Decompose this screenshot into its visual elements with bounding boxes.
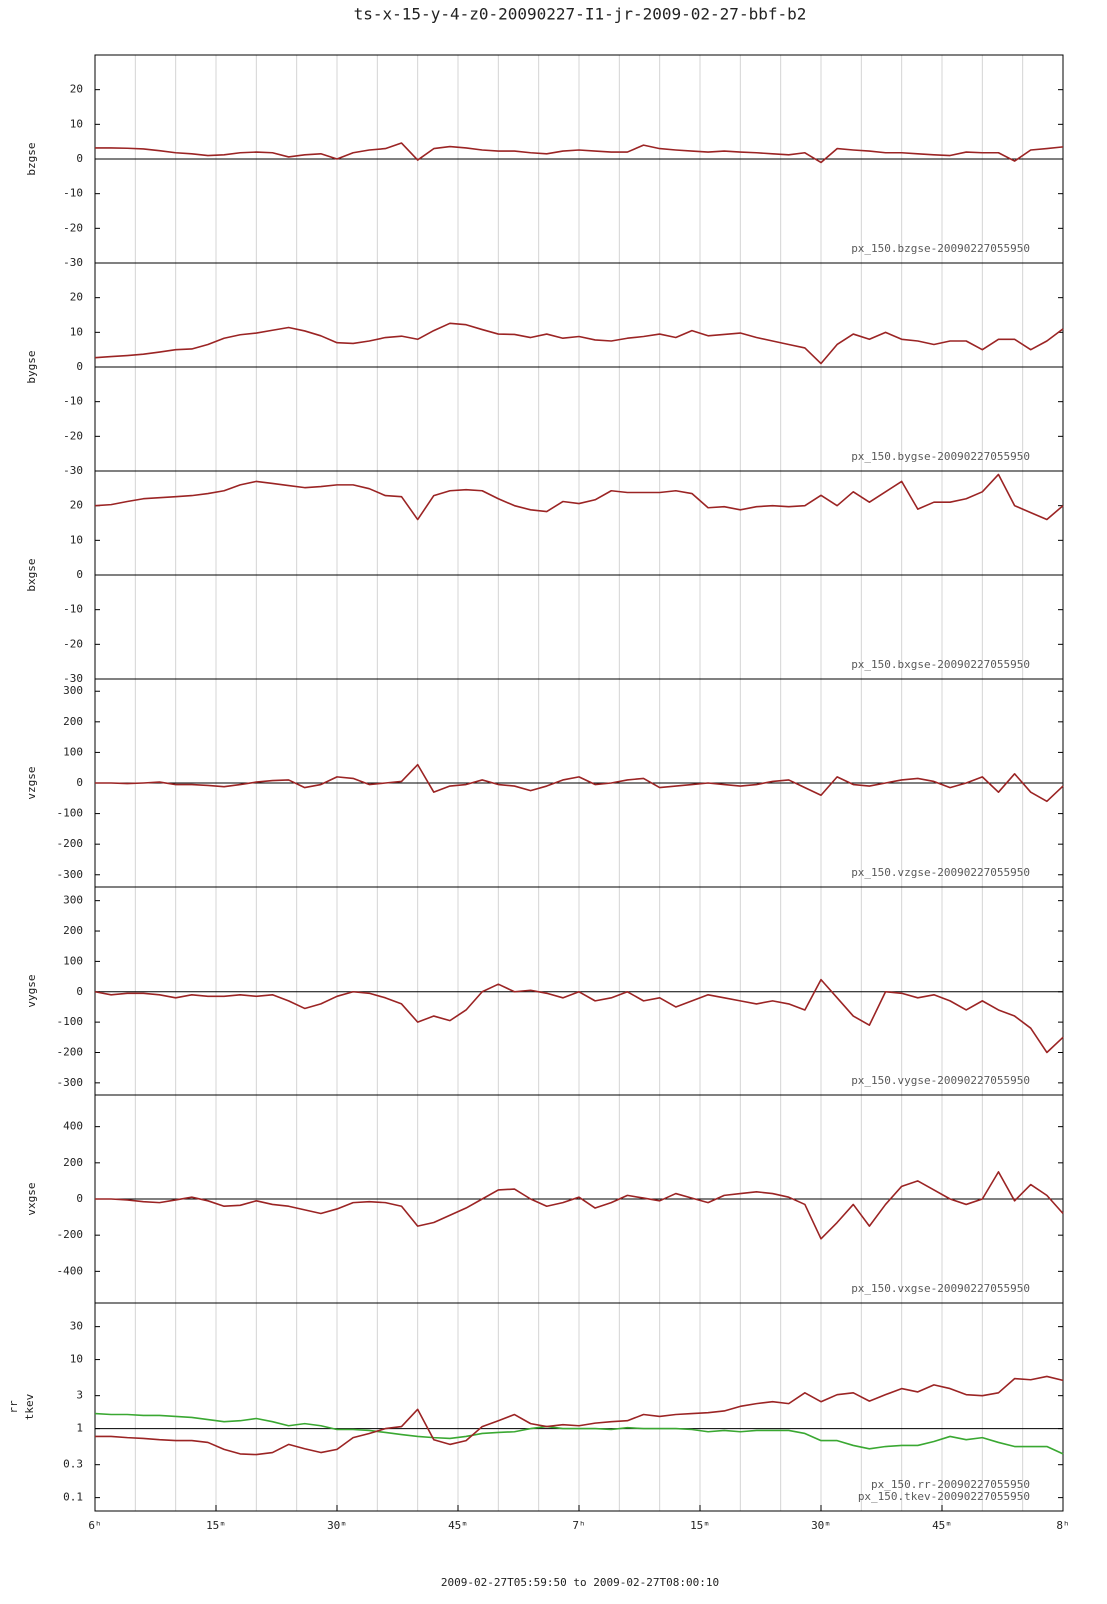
- series-line: [94, 978, 1064, 1054]
- y-tick-label: -10: [63, 603, 83, 616]
- legend-label: px_150.bzgse-20090227055950: [851, 242, 1030, 255]
- y-axis-label: vzgse: [25, 766, 38, 799]
- series-line: [95, 1171, 1064, 1240]
- y-axis-label: bxgse: [25, 558, 38, 591]
- series-line: [94, 473, 1064, 521]
- y-tick-label: -20: [63, 429, 83, 442]
- y-tick-label: -10: [63, 395, 83, 408]
- x-tick-label: 15ᵐ: [206, 1519, 226, 1532]
- y-axis-label: bzgse: [25, 142, 38, 175]
- chart-title: ts-x-15-y-4-z0-20090227-I1-jr-2009-02-27…: [354, 5, 807, 24]
- y-tick-label: 100: [63, 745, 83, 758]
- series-line: [95, 763, 1064, 803]
- y-tick-label: -20: [63, 221, 83, 234]
- legend-label: px_150.tkev-20090227055950: [858, 1490, 1030, 1503]
- legend-label: px_150.bygse-20090227055950: [851, 450, 1030, 463]
- y-tick-label: 0: [76, 568, 83, 581]
- y-tick-label: -400: [57, 1264, 84, 1277]
- y-tick-label: 0: [76, 985, 83, 998]
- y-tick-label: 20: [70, 499, 83, 512]
- y-tick-label: -30: [63, 672, 83, 685]
- x-tick-label: 30ᵐ: [327, 1519, 347, 1532]
- x-axis-label: 2009-02-27T05:59:50 to 2009-02-27T08:00:…: [441, 1576, 719, 1589]
- y-tick-label: 20: [70, 83, 83, 96]
- legend-label: px_150.vzgse-20090227055950: [851, 866, 1030, 879]
- x-tick-label: 7ʰ: [572, 1519, 585, 1532]
- y-tick-label: -100: [57, 807, 84, 820]
- x-tick-label: 6ʰ: [88, 1519, 101, 1532]
- y-tick-label: 100: [63, 954, 83, 967]
- y-tick-label: 0: [76, 1192, 83, 1205]
- y-tick-label: -20: [63, 637, 83, 650]
- x-tick-label: 45ᵐ: [448, 1519, 468, 1532]
- y-tick-label: 300: [63, 894, 83, 907]
- y-tick-label: 10: [70, 325, 83, 338]
- x-tick-label: 45ᵐ: [932, 1519, 952, 1532]
- y-tick-label: 200: [63, 924, 83, 937]
- y-tick-label: -200: [57, 837, 84, 850]
- x-tick-label: 8ʰ: [1056, 1519, 1069, 1532]
- x-tick-label: 30ᵐ: [811, 1519, 831, 1532]
- y-tick-label: 3: [76, 1389, 83, 1402]
- legend-label: px_150.vygse-20090227055950: [851, 1074, 1030, 1087]
- series-line: [95, 142, 1064, 164]
- y-tick-label: -200: [57, 1045, 84, 1058]
- y-tick-label: -30: [63, 256, 83, 269]
- y-tick-label: -30: [63, 464, 83, 477]
- y-tick-label: 400: [63, 1120, 83, 1133]
- y-axis-label: vxgse: [25, 1182, 38, 1215]
- y-tick-label: -100: [57, 1015, 84, 1028]
- y-tick-label: 10: [70, 533, 83, 546]
- y-tick-label: 0: [76, 776, 83, 789]
- y-tick-label: 30: [70, 1320, 83, 1333]
- legend-label: px_150.bxgse-20090227055950: [851, 658, 1030, 671]
- y-tick-label: 0: [76, 360, 83, 373]
- legend-label: px_150.vxgse-20090227055950: [851, 1282, 1030, 1295]
- y-tick-label: -200: [57, 1228, 84, 1241]
- y-axis-label: rr: [7, 1400, 20, 1414]
- y-tick-label: 200: [63, 715, 83, 728]
- y-tick-label: 0: [76, 152, 83, 165]
- y-tick-label: 1: [76, 1422, 83, 1435]
- series-line: [94, 1412, 1064, 1455]
- y-axis-label: vygse: [25, 974, 38, 1007]
- y-tick-label: 20: [70, 291, 83, 304]
- y-tick-label: 200: [63, 1156, 83, 1169]
- y-tick-label: 0.1: [63, 1491, 83, 1504]
- y-tick-label: 10: [70, 1353, 83, 1366]
- y-tick-label: -300: [57, 868, 84, 881]
- y-tick-label: -300: [57, 1076, 84, 1089]
- legend-label: px_150.rr-20090227055950: [871, 1478, 1030, 1491]
- series-line: [95, 1375, 1064, 1456]
- y-tick-label: -10: [63, 187, 83, 200]
- series-line: [94, 322, 1064, 365]
- x-tick-label: 15ᵐ: [690, 1519, 710, 1532]
- y-tick-label: 10: [70, 117, 83, 130]
- y-tick-label: 300: [63, 684, 83, 697]
- y-axis-label: tkev: [23, 1393, 36, 1420]
- y-axis-label: bygse: [25, 350, 38, 383]
- y-tick-label: 0.3: [63, 1458, 83, 1471]
